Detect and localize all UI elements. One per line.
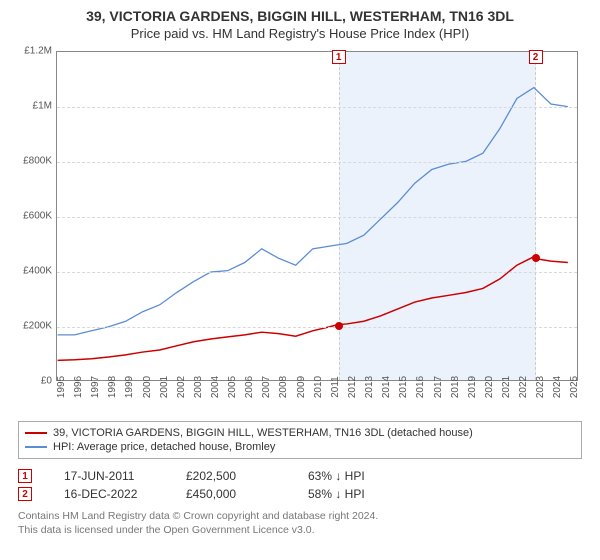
x-tick-label: 1996 xyxy=(73,376,84,398)
gridline xyxy=(57,107,577,108)
x-tick-label: 2005 xyxy=(227,376,238,398)
footer-line-2: This data is licensed under the Open Gov… xyxy=(18,523,582,537)
legend-swatch xyxy=(25,432,47,434)
legend-item: 39, VICTORIA GARDENS, BIGGIN HILL, WESTE… xyxy=(25,426,575,440)
x-tick-label: 2025 xyxy=(569,376,580,398)
chart-container: 39, VICTORIA GARDENS, BIGGIN HILL, WESTE… xyxy=(0,0,600,560)
y-axis: £0£200K£400K£600K£800K£1M£1.2M xyxy=(14,51,56,381)
transaction-price: £450,000 xyxy=(186,487,276,501)
x-tick-label: 2003 xyxy=(193,376,204,398)
x-tick-label: 2017 xyxy=(433,376,444,398)
transaction-index: 2 xyxy=(18,487,32,501)
x-tick-label: 2016 xyxy=(415,376,426,398)
x-tick-label: 2013 xyxy=(364,376,375,398)
transaction-price: £202,500 xyxy=(186,469,276,483)
y-tick-label: £1M xyxy=(33,101,52,112)
chart-title: 39, VICTORIA GARDENS, BIGGIN HILL, WESTE… xyxy=(14,8,586,24)
transaction-table: 1 17-JUN-2011 £202,500 63% ↓ HPI 2 16-DEC-202… xyxy=(18,467,582,503)
legend-label: HPI: Average price, detached house, Brom… xyxy=(53,441,275,453)
legend-swatch xyxy=(25,446,47,448)
x-tick-label: 2015 xyxy=(398,376,409,398)
gridline xyxy=(57,217,577,218)
x-tick-label: 2024 xyxy=(552,376,563,398)
y-tick-label: £200K xyxy=(23,321,52,332)
attribution-footer: Contains HM Land Registry data © Crown c… xyxy=(18,509,582,537)
legend: 39, VICTORIA GARDENS, BIGGIN HILL, WESTE… xyxy=(18,421,582,459)
transaction-date: 17-JUN-2011 xyxy=(64,469,154,483)
x-tick-label: 1998 xyxy=(107,376,118,398)
chart-area: £0£200K£400K£600K£800K£1M£1.2M 12 199519… xyxy=(14,51,586,411)
gridline xyxy=(57,327,577,328)
x-tick-label: 2006 xyxy=(244,376,255,398)
x-tick-label: 2001 xyxy=(159,376,170,398)
transaction-delta: 63% ↓ HPI xyxy=(308,469,398,483)
x-tick-label: 2018 xyxy=(450,376,461,398)
x-tick-label: 1999 xyxy=(124,376,135,398)
series-svg xyxy=(57,52,577,380)
x-tick-label: 2011 xyxy=(330,376,341,398)
y-tick-label: £800K xyxy=(23,156,52,167)
gridline xyxy=(57,162,577,163)
transaction-date: 16-DEC-2022 xyxy=(64,487,154,501)
x-tick-label: 2008 xyxy=(278,376,289,398)
x-tick-label: 2009 xyxy=(296,376,307,398)
x-tick-label: 2004 xyxy=(210,376,221,398)
y-tick-label: £0 xyxy=(41,376,52,387)
y-tick-label: £400K xyxy=(23,266,52,277)
plot-region: 12 xyxy=(56,51,578,381)
series-hpi xyxy=(58,88,568,335)
transaction-index: 1 xyxy=(18,469,32,483)
x-tick-label: 2019 xyxy=(467,376,478,398)
x-tick-label: 2020 xyxy=(484,376,495,398)
x-tick-label: 2023 xyxy=(535,376,546,398)
marker-2 xyxy=(532,254,540,262)
x-tick-label: 2010 xyxy=(313,376,324,398)
transaction-delta: 58% ↓ HPI xyxy=(308,487,398,501)
x-tick-label: 1995 xyxy=(56,376,67,398)
y-tick-label: £1.2M xyxy=(24,46,52,57)
x-tick-label: 2007 xyxy=(261,376,272,398)
gridline xyxy=(57,272,577,273)
transaction-row: 1 17-JUN-2011 £202,500 63% ↓ HPI xyxy=(18,467,582,485)
x-tick-label: 2012 xyxy=(347,376,358,398)
chart-subtitle: Price paid vs. HM Land Registry's House … xyxy=(14,26,586,41)
x-tick-label: 2002 xyxy=(176,376,187,398)
x-tick-label: 2014 xyxy=(381,376,392,398)
legend-item: HPI: Average price, detached house, Brom… xyxy=(25,440,575,454)
x-tick-label: 1997 xyxy=(90,376,101,398)
x-tick-label: 2000 xyxy=(142,376,153,398)
transaction-row: 2 16-DEC-2022 £450,000 58% ↓ HPI xyxy=(18,485,582,503)
callout-2: 2 xyxy=(529,50,543,64)
footer-line-1: Contains HM Land Registry data © Crown c… xyxy=(18,509,582,523)
x-axis: 1995199619971998199920002001200220032004… xyxy=(56,381,578,411)
callout-1: 1 xyxy=(332,50,346,64)
marker-1 xyxy=(335,322,343,330)
x-tick-label: 2022 xyxy=(518,376,529,398)
y-tick-label: £600K xyxy=(23,211,52,222)
legend-label: 39, VICTORIA GARDENS, BIGGIN HILL, WESTE… xyxy=(53,427,473,439)
x-tick-label: 2021 xyxy=(501,376,512,398)
